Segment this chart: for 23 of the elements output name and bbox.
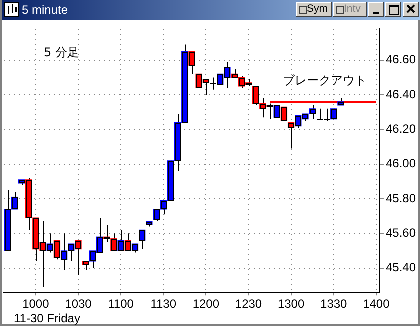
toggle-button: Intv bbox=[333, 2, 367, 17]
annotation: 5 分足 bbox=[44, 45, 80, 60]
x-tick-label: 1200 bbox=[192, 297, 220, 312]
y-tick-label: 45.60 bbox=[386, 226, 416, 240]
y-tick-label: 46.40 bbox=[386, 87, 416, 102]
y-tick-label: 46.60 bbox=[386, 52, 416, 67]
chart-title: 5 minute bbox=[22, 3, 68, 17]
text: 11-30 Friday bbox=[14, 311, 80, 326]
x-tick-label: 1030 bbox=[65, 297, 92, 312]
annotation: ブレークアウト bbox=[282, 73, 367, 88]
x-tick-label: 1230 bbox=[235, 297, 262, 312]
x-tick-label: 1330 bbox=[320, 297, 348, 312]
y-tick-label: 45.80 bbox=[386, 191, 416, 206]
y-tick-label: 45.40 bbox=[386, 260, 416, 275]
x-tick-label: 1400 bbox=[363, 297, 390, 312]
x-tick-label: 1300 bbox=[278, 297, 305, 312]
x-tick-label: 1100 bbox=[108, 297, 134, 312]
y-tick-label: 46.00 bbox=[386, 156, 416, 171]
y-tick-label: 46.20 bbox=[386, 122, 416, 136]
toggle-button: Sym bbox=[296, 2, 332, 17]
candlestick bbox=[139, 230, 146, 250]
x-tick-label: 1000 bbox=[22, 297, 50, 312]
x-tick-label: 1130 bbox=[150, 297, 177, 312]
